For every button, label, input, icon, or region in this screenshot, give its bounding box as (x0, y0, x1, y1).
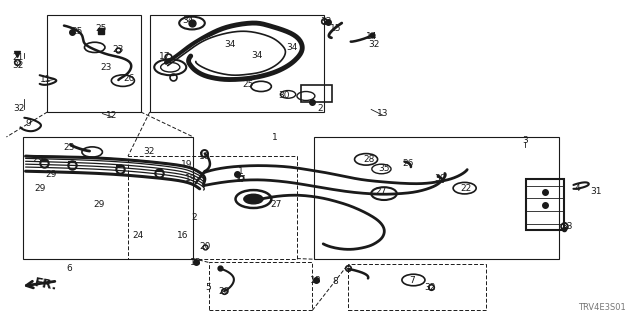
Text: 34: 34 (182, 16, 193, 25)
Bar (128, 156, 297, 259)
Text: FR.: FR. (33, 276, 59, 292)
Text: 15: 15 (330, 24, 341, 33)
Bar (150, 15, 324, 112)
Text: 35: 35 (378, 164, 390, 173)
Bar (47, 15, 141, 112)
Text: 19: 19 (181, 160, 193, 169)
Text: 14: 14 (365, 32, 377, 41)
Text: 31: 31 (591, 187, 602, 196)
Text: 12: 12 (106, 111, 118, 120)
Bar (209, 262, 312, 310)
Text: 32: 32 (12, 61, 24, 70)
Text: 17: 17 (235, 175, 246, 184)
Text: 9: 9 (26, 119, 31, 128)
Text: 24: 24 (132, 231, 143, 240)
Text: 27: 27 (376, 188, 387, 196)
Text: 34: 34 (286, 43, 298, 52)
Text: 26: 26 (403, 159, 414, 168)
Text: 25: 25 (243, 80, 254, 89)
Text: 13: 13 (377, 109, 388, 118)
Text: 16: 16 (177, 231, 188, 240)
Text: 19: 19 (185, 174, 196, 183)
Text: 5: 5 (205, 284, 211, 292)
Text: 33: 33 (561, 222, 573, 231)
Text: 34: 34 (252, 52, 263, 60)
Text: 29: 29 (93, 200, 105, 209)
Text: 23: 23 (63, 143, 75, 152)
Circle shape (244, 194, 263, 204)
Text: 18: 18 (190, 258, 202, 267)
Text: 4: 4 (575, 184, 580, 193)
Text: 10: 10 (199, 152, 211, 161)
Text: 7: 7 (410, 276, 415, 285)
Text: 26: 26 (124, 74, 135, 83)
Text: 20: 20 (199, 242, 211, 251)
Text: 30: 30 (278, 91, 290, 100)
Text: 1: 1 (273, 133, 278, 142)
Text: 2: 2 (317, 104, 323, 113)
Text: 25: 25 (71, 28, 83, 36)
Text: 32: 32 (424, 284, 436, 292)
Text: 29: 29 (45, 170, 57, 179)
Text: 25: 25 (95, 24, 107, 33)
Text: 8: 8 (333, 277, 338, 286)
Text: 30: 30 (435, 174, 446, 183)
Bar (23, 137, 193, 259)
Text: 23: 23 (100, 63, 111, 72)
Text: 17: 17 (159, 52, 171, 61)
Text: 3: 3 (522, 136, 527, 145)
Text: 32: 32 (321, 17, 332, 26)
Text: 32: 32 (13, 104, 25, 113)
Text: 28: 28 (364, 156, 375, 164)
Text: 1: 1 (238, 167, 243, 176)
Text: 20: 20 (218, 287, 230, 296)
Bar (526, 179, 564, 230)
Bar (301, 85, 332, 102)
Text: 29: 29 (33, 156, 44, 164)
Bar (314, 137, 559, 259)
Text: 34: 34 (225, 40, 236, 49)
Text: 2: 2 (192, 213, 197, 222)
Text: 21: 21 (12, 53, 24, 62)
Text: 32: 32 (143, 148, 154, 156)
Text: 32: 32 (369, 40, 380, 49)
Bar (348, 264, 486, 310)
Text: 11: 11 (40, 75, 52, 84)
Text: 22: 22 (460, 184, 472, 193)
Text: 6: 6 (67, 264, 72, 273)
Text: 27: 27 (271, 200, 282, 209)
Text: TRV4E3S01: TRV4E3S01 (578, 303, 626, 312)
Text: 29: 29 (34, 184, 45, 193)
Text: 18: 18 (310, 276, 322, 285)
Text: 23: 23 (113, 45, 124, 54)
